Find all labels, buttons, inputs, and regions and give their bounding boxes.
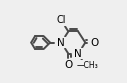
Text: O: O — [90, 38, 99, 48]
Text: O: O — [64, 60, 73, 70]
Text: N: N — [74, 49, 82, 59]
Text: —CH₃: —CH₃ — [77, 61, 99, 70]
Text: Cl: Cl — [56, 15, 66, 25]
Text: N: N — [57, 38, 65, 48]
